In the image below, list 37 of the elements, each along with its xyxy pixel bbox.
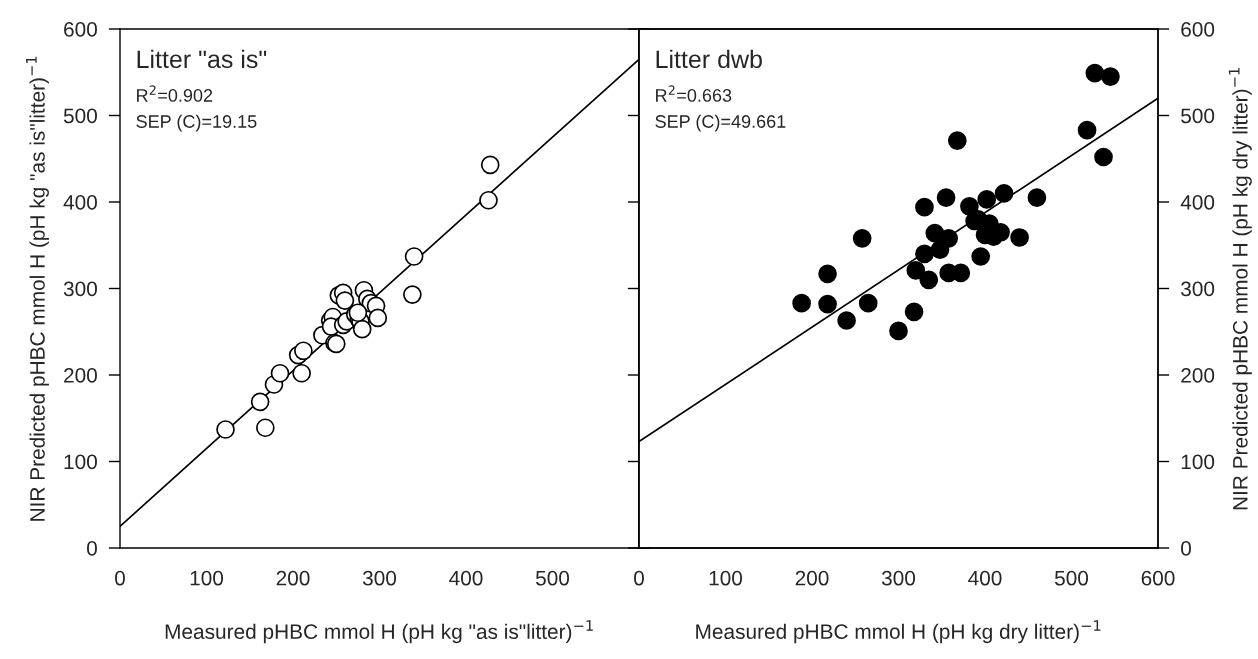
y-tick-label: 0 <box>87 541 97 556</box>
x-tick-label: 400 <box>449 570 483 586</box>
y2-tick-label: 0 <box>1181 541 1191 556</box>
x-tick-label: 400 <box>968 570 1002 586</box>
y-tick-label: 200 <box>64 368 97 383</box>
y2-tick-label: 500 <box>1181 108 1215 124</box>
y-tick-label: 400 <box>63 195 97 210</box>
text: Litter dwb <box>656 49 762 69</box>
y2-axis-title: NIR Predicted pHBC mmol H (pH kg dry litter)$^{−1}$ <box>1228 68 1252 510</box>
x-tick-label: 500 <box>535 570 570 586</box>
y2-tick-label: 100 <box>1181 454 1215 470</box>
x-axis-title: Measured pHBC mmol H (pH kg "as is"litter)$^{−1}$ <box>165 620 593 644</box>
x-tick-label: 300 <box>881 570 916 586</box>
y2-tick-label: 400 <box>1180 195 1215 210</box>
y-axis-title: NIR Predicted pHBC mmol H (pH kg "as is"litter)$^{−1}$ <box>26 56 49 521</box>
y2-tick-label: 600 <box>1181 22 1215 37</box>
y-tick-label: 300 <box>63 281 97 297</box>
x-tick-label: 0 <box>634 570 644 586</box>
y2-tick-label: 300 <box>1181 281 1215 297</box>
text: Litter "as is" <box>137 49 267 69</box>
annotation: R$^{2}$=0.663 <box>656 85 732 102</box>
y-tick-label: 600 <box>64 22 97 37</box>
x-tick-label: 100 <box>709 570 743 586</box>
x-tick-label: 500 <box>1054 570 1089 586</box>
y-tick-label: 100 <box>64 454 97 470</box>
y2-tick-label: 200 <box>1181 368 1215 383</box>
y-tick-label: 500 <box>63 108 97 124</box>
x-tick-label: 600 <box>1141 570 1175 586</box>
annotation: SEP (C)=49.661 <box>655 114 786 132</box>
x-tick-label: 200 <box>795 570 829 586</box>
x-tick-label: 200 <box>276 570 310 586</box>
x-tick-label: 0 <box>115 570 125 586</box>
x-axis-title: Measured pHBC mmol H (pH kg dry litter)$^{−1}$ <box>696 620 1101 644</box>
annotation: R$^{2}$=0.902 <box>137 85 213 102</box>
x-tick-label: 100 <box>190 570 224 586</box>
annotation: SEP (C)=19.15 <box>136 114 257 132</box>
x-tick-label: 300 <box>362 570 397 586</box>
